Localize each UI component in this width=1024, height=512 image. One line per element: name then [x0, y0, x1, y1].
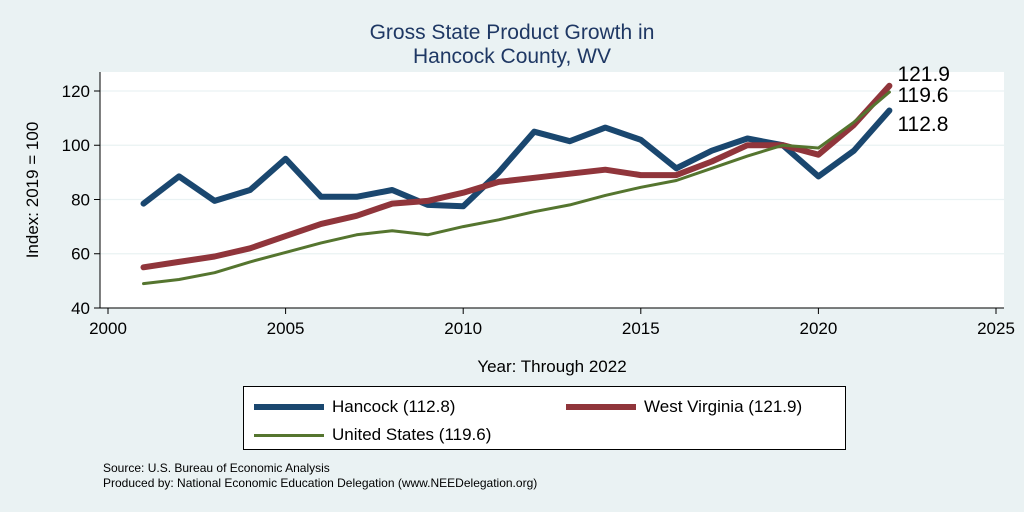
- end-label-united-states: 119.6: [897, 84, 948, 107]
- produced-by-note: Produced by: National Economic Education…: [103, 476, 538, 490]
- legend-swatch-united-states: [254, 433, 324, 437]
- legend-label-united-states: United States (119.6): [332, 425, 492, 444]
- x-tick-label: 2025: [977, 319, 1015, 338]
- legend-item-west-virginia: West Virginia (121.9): [566, 397, 802, 417]
- legend-label-hancock: Hancock (112.8): [332, 397, 456, 416]
- series-line-west-virginia: [140, 82, 893, 271]
- series-line-hancock: [140, 107, 893, 210]
- axes: 40 60 80 100 120 2000 2005 2010 2015 2020 2025: [62, 72, 1015, 338]
- y-tick-label: 40: [71, 299, 90, 318]
- source-note: Source: U.S. Bureau of Economic Analysis: [103, 461, 330, 475]
- x-tick-label: 2015: [622, 319, 660, 338]
- series-layer: [140, 82, 893, 286]
- y-tick-label: 60: [71, 245, 90, 264]
- x-tick-label: 2005: [267, 319, 305, 338]
- chart-title-line2: Hancock County, WV: [412, 45, 611, 68]
- legend-swatch-west-virginia: [566, 404, 636, 410]
- end-label-hancock: 112.8: [897, 113, 948, 136]
- x-tick-label: 2010: [444, 319, 482, 338]
- legend-item-hancock: Hancock (112.8): [254, 397, 455, 417]
- end-label-west-virginia: 121.9: [897, 63, 950, 86]
- legend: Hancock (112.8) West Virginia (121.9) Un…: [243, 386, 846, 450]
- legend-swatch-hancock: [254, 404, 324, 410]
- legend-label-west-virginia: West Virginia (121.9): [644, 397, 803, 416]
- x-axis-label: Year: Through 2022: [477, 357, 626, 376]
- x-tick-label: 2000: [89, 319, 127, 338]
- legend-item-united-states: United States (119.6): [254, 425, 491, 445]
- y-axis-label: Index: 2019 = 100: [23, 122, 42, 259]
- y-tick-label: 80: [71, 190, 90, 209]
- x-tick-label: 2020: [799, 319, 837, 338]
- series-line-united-states: [142, 90, 891, 286]
- y-tick-label: 120: [62, 82, 90, 101]
- y-tick-label: 100: [62, 136, 90, 155]
- chart-title-line1: Gross State Product Growth in: [369, 21, 655, 44]
